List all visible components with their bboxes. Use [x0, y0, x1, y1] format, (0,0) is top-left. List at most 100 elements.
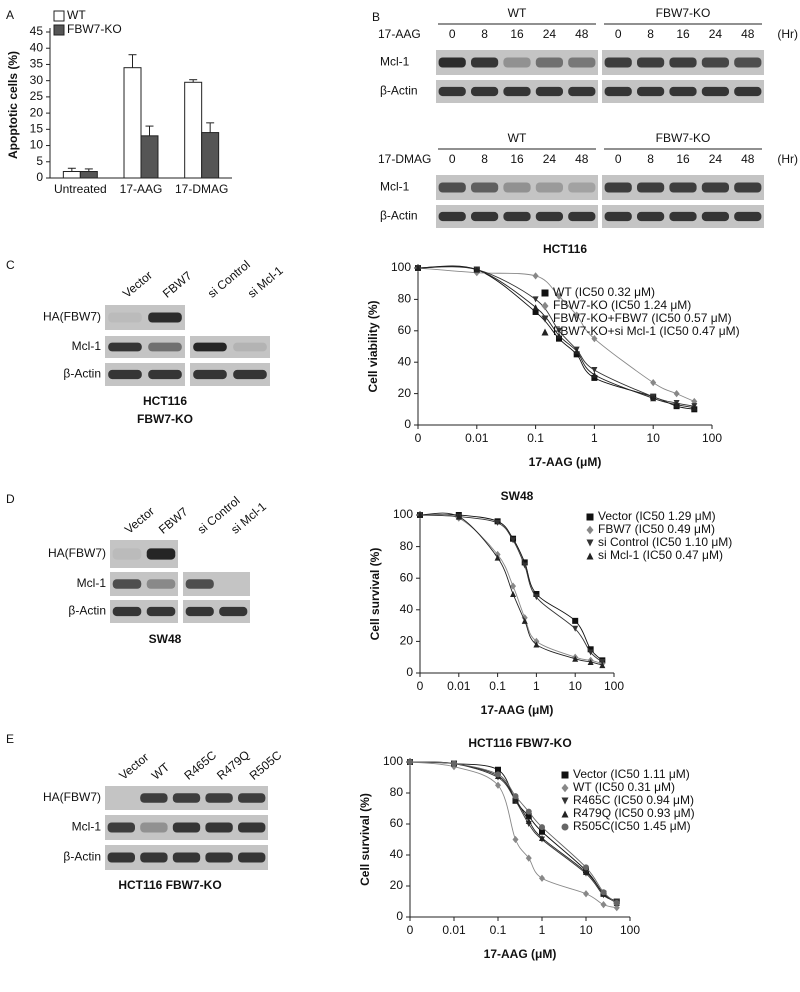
marker: [532, 296, 539, 303]
marker: [532, 272, 539, 280]
row-label: Mcl-1: [72, 820, 102, 834]
marker: [473, 266, 480, 273]
band: [108, 342, 142, 352]
marker: [539, 824, 545, 831]
band: [238, 793, 266, 803]
band: [503, 86, 531, 97]
marker: [555, 292, 562, 300]
band: [734, 211, 762, 222]
x-tick-label: 17-AAG: [120, 182, 163, 196]
y-tick-label: 60: [398, 323, 412, 337]
marker: [473, 269, 480, 277]
treatment-label: 17-AAG: [378, 27, 421, 41]
band: [734, 86, 762, 97]
y-tick-label: 45: [30, 24, 44, 38]
marker: [407, 759, 413, 765]
group-label: FBW7-KO: [656, 131, 711, 145]
legend-label: FBW7-KO+si Mcl-1 (IC50 0.47 μM): [553, 324, 740, 338]
blot-caption: SW48: [149, 632, 182, 646]
time-label: 8: [481, 27, 488, 41]
marker: [572, 655, 579, 662]
band: [205, 822, 233, 833]
band: [193, 342, 227, 352]
gel-background: [183, 600, 250, 623]
band: [734, 182, 762, 193]
marker: [539, 874, 545, 882]
y-tick-label: 20: [390, 878, 404, 892]
band: [438, 211, 466, 222]
y-tick-label: 10: [30, 138, 44, 152]
marker: [591, 367, 598, 374]
marker: [521, 559, 528, 566]
marker: [691, 404, 698, 411]
band: [185, 579, 214, 589]
x-tick-label: 10: [569, 679, 583, 693]
band: [146, 579, 176, 589]
y-tick-label: 25: [30, 89, 44, 103]
legend-swatch: [53, 10, 65, 22]
marker: [573, 351, 580, 358]
bar: [201, 132, 220, 179]
x-tick-label: 0.01: [465, 431, 489, 445]
row-label: Mcl-1: [72, 339, 102, 353]
treatment-label: 17-DMAG: [378, 152, 431, 166]
band: [669, 57, 697, 68]
time-label: 16: [676, 27, 690, 41]
marker: [587, 649, 594, 656]
marker: [586, 552, 594, 560]
marker: [512, 796, 519, 803]
x-tick-label: 100: [604, 679, 624, 693]
marker: [573, 348, 580, 355]
marker: [613, 900, 620, 907]
y-tick-label: 100: [383, 754, 403, 768]
time-label: 0: [449, 152, 456, 166]
marker: [510, 537, 517, 544]
marker: [541, 289, 549, 297]
y-tick-label: 100: [393, 507, 413, 521]
marker: [512, 835, 519, 844]
marker: [525, 808, 532, 815]
y-tick-label: 40: [398, 354, 412, 368]
legend-label: FBW7-KO (IC50 1.24 μM): [553, 298, 691, 312]
time-label: 48: [741, 152, 755, 166]
gel-background: [190, 363, 270, 386]
band: [503, 211, 531, 222]
band: [108, 312, 142, 323]
band: [604, 182, 632, 193]
legend-label: R479Q (IC50 0.93 μM): [573, 806, 695, 820]
time-label: 8: [647, 27, 654, 41]
row-label: Mcl-1: [380, 55, 410, 69]
marker: [583, 890, 589, 898]
marker: [525, 817, 532, 824]
band: [535, 57, 564, 68]
band: [233, 342, 267, 352]
y-axis-label: Cell viability (%): [366, 300, 380, 392]
row-label: β-Actin: [380, 209, 418, 223]
marker: [455, 513, 462, 520]
marker: [673, 401, 680, 408]
time-label: 48: [575, 152, 589, 166]
blot-caption: HCT116 FBW7-KO: [118, 878, 221, 892]
marker: [561, 823, 569, 831]
marker: [555, 332, 562, 339]
marker: [521, 562, 528, 569]
band: [185, 606, 214, 617]
marker: [599, 662, 606, 669]
marker: [587, 658, 594, 665]
marker: [555, 327, 562, 334]
y-axis-label: Apoptotic cells (%): [6, 51, 20, 159]
legend-label: FBW7 (IC50 0.49 μM): [598, 522, 715, 536]
band: [148, 342, 182, 352]
y-tick-label: 80: [400, 539, 414, 553]
marker: [650, 395, 657, 402]
band: [146, 606, 176, 617]
band: [233, 369, 267, 380]
x-tick-label: 0.1: [490, 923, 507, 937]
marker: [525, 854, 532, 862]
row-label: HA(FBW7): [48, 546, 106, 560]
time-label: 16: [510, 152, 524, 166]
band: [112, 606, 142, 617]
legend-label: R465C (IC50 0.94 μM): [573, 793, 694, 807]
band: [604, 86, 632, 97]
